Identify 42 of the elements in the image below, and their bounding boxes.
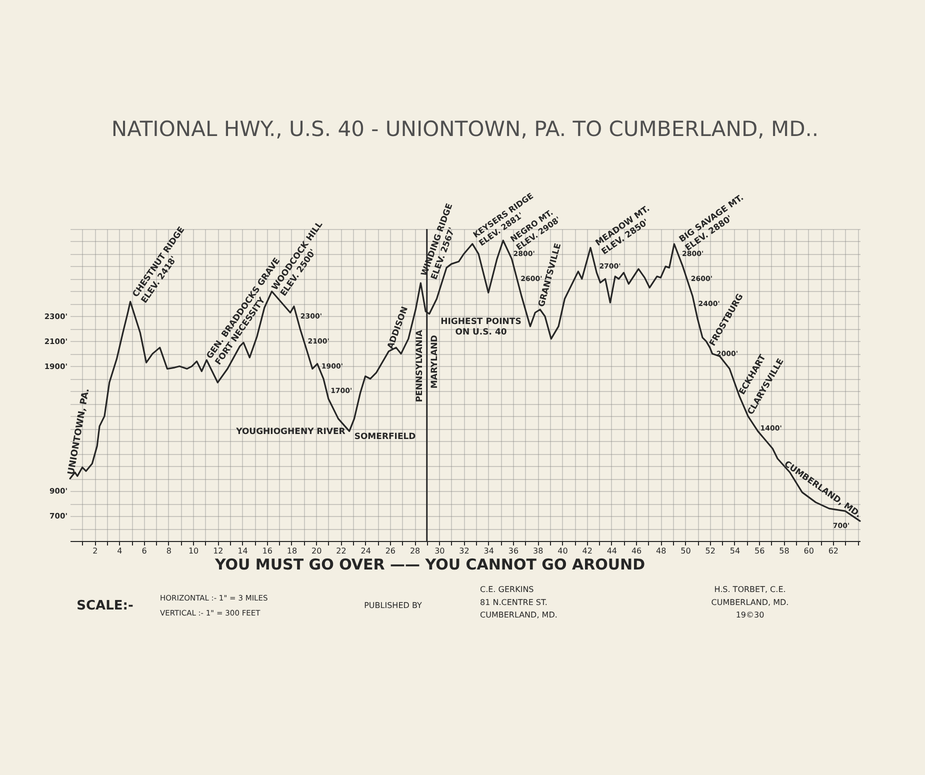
x-tick-label: 26 [385,546,396,556]
x-tick-label: 36 [508,546,519,556]
x-tick-label: 24 [360,546,371,556]
x-tick-label: 28 [410,546,420,556]
x-tick-label: 60 [804,546,814,556]
annotation: YOUGHIOGHENY RIVER [235,427,346,438]
annotation: SOMERFIELD [354,432,416,442]
x-tick-label: 4 [117,546,122,556]
chart-title: NATIONAL HWY., U.S. 40 - UNIONTOWN, PA. TO CUMBERLAND, MD.. [111,117,819,142]
x-tick-label: 32 [459,546,470,556]
x-tick-label: 56 [754,546,765,556]
x-tick-label: 42 [582,546,592,556]
x-tick-label: 54 [730,546,740,556]
x-tick-label: 10 [188,546,199,556]
x-tick-label: 38 [533,546,544,556]
x-tick-label: 22 [336,546,346,556]
annotation: MARYLAND [430,335,440,388]
x-tick-label: 14 [238,546,248,556]
text: H.S. TORBET, C.E. CUMBERLAND, MD. 19©30 [711,585,789,620]
annotation: HIGHEST POINTS ON U.S. 40 [440,317,522,338]
x-tick-label: 18 [286,546,298,556]
x-tick-label: 44 [606,546,618,556]
annotation: PENNSYLVANIA [415,329,425,402]
x-tick-label: 8 [166,546,172,556]
x-tick-label: 12 [213,546,224,556]
x-tick-label: 30 [434,546,445,556]
x-tick-label: 52 [705,546,716,556]
text: C.E. GERKINS 81 N.CENTRE ST. CUMBERLAND, MD. [480,585,558,620]
x-tick-label: 58 [779,546,790,556]
text: PUBLISHED BY [364,601,422,610]
x-tick-label: 46 [631,546,642,556]
x-tick-label: 16 [262,546,272,556]
x-tick-label: 62 [828,546,839,556]
x-tick-label: 34 [484,546,494,556]
x-tick-label: 2 [92,546,98,556]
text: SCALE:- [76,598,134,614]
text: YOU MUST GO OVER —— YOU CANNOT GO AROUND [214,556,646,574]
x-tick-label: 20 [312,546,322,556]
x-tick-label: 6 [142,546,147,556]
x-tick-label: 50 [680,546,691,556]
x-tick-label: 48 [656,546,666,556]
x-tick-label: 40 [558,546,568,556]
